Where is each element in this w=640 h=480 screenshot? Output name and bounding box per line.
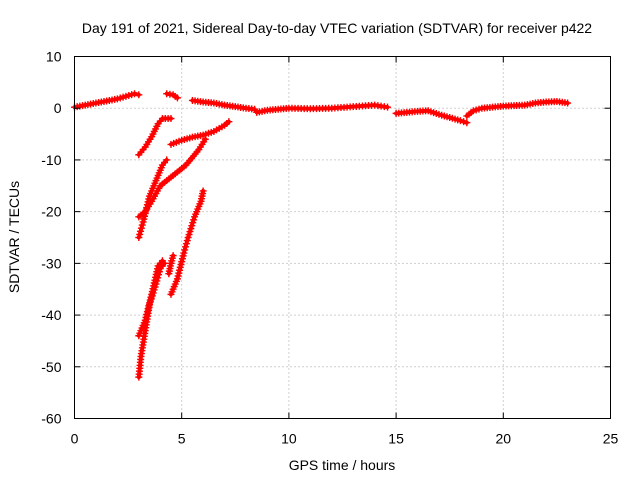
data-series-arc-8	[167, 118, 233, 148]
data-point-markers	[392, 107, 471, 127]
y-tick-label: -50	[41, 359, 61, 375]
data-point-markers	[135, 156, 171, 241]
plot-frame	[74, 56, 611, 419]
data-series-arc-2	[163, 90, 181, 102]
y-tick-label: 10	[46, 49, 62, 65]
x-tick-label: 10	[281, 431, 297, 447]
data-point-markers	[135, 259, 169, 381]
grid	[74, 56, 611, 419]
data-series-arc-1	[71, 90, 143, 111]
data-point-markers	[165, 252, 177, 278]
data-point-markers	[167, 187, 207, 298]
data-point-markers	[135, 115, 175, 159]
data-series-arc-5	[392, 107, 471, 127]
y-tick-label: -60	[41, 411, 61, 427]
data-series-arc-3	[188, 96, 259, 113]
x-tick-label: 20	[496, 431, 512, 447]
y-tick-label: -40	[41, 307, 61, 323]
y-tick-label: 0	[54, 100, 62, 116]
data-series-arc-12	[135, 259, 169, 381]
data-point-markers	[463, 97, 572, 120]
y-tick-label: -10	[41, 152, 61, 168]
data-series-arc-13	[167, 187, 207, 298]
y-axis-label: SDTVAR / TECUs	[6, 181, 22, 293]
x-tick-label: 5	[178, 431, 186, 447]
data-series-arc-7	[135, 115, 175, 159]
data-point-markers	[253, 101, 392, 116]
data-point-markers	[188, 96, 259, 113]
ticks: 0 5 10 15 20 25 10 0 -10 -20 -30 -40 -50 -60	[41, 49, 618, 447]
y-tick-label: -30	[41, 255, 61, 271]
x-tick-label: 25	[603, 431, 619, 447]
x-tick-label: 15	[388, 431, 404, 447]
data-point-markers	[167, 118, 233, 148]
data-series-arc-6	[463, 97, 572, 120]
data-layer	[71, 90, 572, 381]
x-tick-label: 0	[71, 431, 79, 447]
data-series-arc-10	[135, 156, 171, 241]
chart-title: Day 191 of 2021, Sidereal Day-to-day VTE…	[82, 20, 592, 36]
y-tick-label: -20	[41, 204, 61, 220]
data-series-arc-14	[165, 252, 177, 278]
data-series-arc-4	[253, 101, 392, 116]
x-axis-label: GPS time / hours	[289, 457, 396, 473]
data-point-markers	[163, 90, 181, 102]
